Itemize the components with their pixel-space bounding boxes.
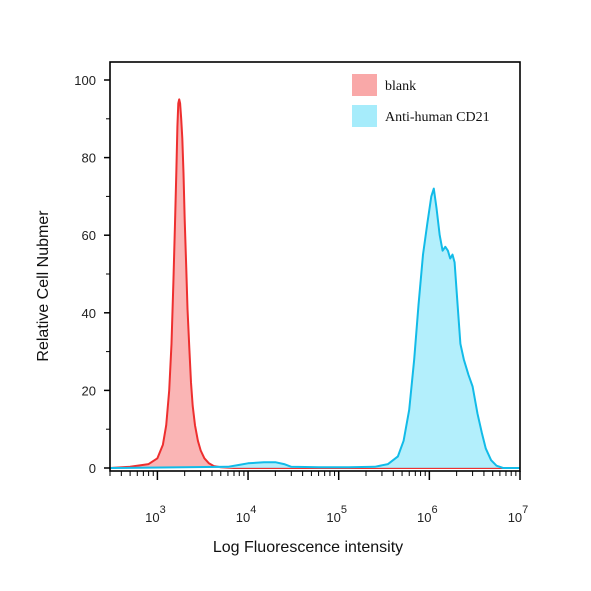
series-line-anti-human-cd21 (109, 187, 520, 469)
legend: blank Anti-human CD21 (352, 74, 490, 127)
plot-frame (109, 61, 521, 472)
legend-label-blank: blank (385, 79, 416, 94)
series-line-blank (109, 98, 520, 469)
x-axis-title: Log Fluorescence intensity (213, 539, 403, 556)
y-tick-label: 40 (82, 306, 96, 321)
legend-swatch-anti-human-cd21 (352, 105, 377, 127)
series-area-anti-human-cd21 (110, 188, 520, 468)
x-tick-label: 103 (145, 504, 166, 525)
x-tick-label: 104 (236, 504, 257, 525)
y-tick-label: 0 (89, 461, 96, 476)
histogram-areas (109, 98, 520, 469)
y-tick-label: 20 (82, 383, 96, 398)
x-tick-label: 105 (326, 504, 347, 525)
x-tick-label: 107 (508, 504, 529, 525)
legend-swatch-blank (352, 74, 377, 96)
x-tick-label: 106 (417, 504, 438, 525)
y-axis-ticks: 0 20 40 60 80 100 (74, 73, 110, 476)
x-axis-ticks: 103 104 105 106 107 (109, 471, 529, 525)
y-tick-label: 80 (82, 151, 96, 166)
y-axis-title: Relative Cell Nubmer (35, 210, 52, 362)
y-tick-label: 100 (74, 73, 96, 88)
y-tick-label: 60 (82, 228, 96, 243)
legend-label-anti-human-cd21: Anti-human CD21 (385, 110, 490, 125)
